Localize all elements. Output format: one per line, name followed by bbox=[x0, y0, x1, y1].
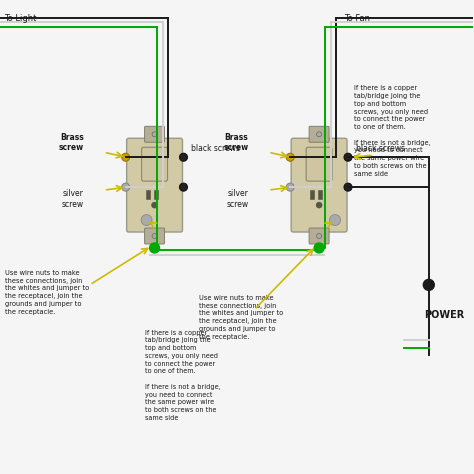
Text: Brass
screw: Brass screw bbox=[223, 133, 248, 152]
Circle shape bbox=[344, 183, 352, 191]
Circle shape bbox=[122, 153, 129, 161]
Text: To Fan: To Fan bbox=[344, 14, 370, 23]
Text: black screws: black screws bbox=[191, 144, 240, 153]
FancyBboxPatch shape bbox=[127, 138, 182, 232]
Bar bbox=[154, 190, 157, 199]
FancyBboxPatch shape bbox=[142, 147, 167, 181]
Text: If there is a copper
tab/bridge joing the
top and bottom
screws, you only need
t: If there is a copper tab/bridge joing th… bbox=[145, 330, 220, 421]
Text: silver
screw: silver screw bbox=[226, 189, 248, 209]
Circle shape bbox=[344, 153, 352, 161]
Circle shape bbox=[152, 234, 157, 238]
Text: silver
screw: silver screw bbox=[62, 189, 84, 209]
Bar bbox=[318, 190, 322, 199]
Text: POWER: POWER bbox=[424, 310, 464, 320]
Circle shape bbox=[314, 243, 324, 253]
Circle shape bbox=[329, 215, 340, 226]
Bar bbox=[310, 190, 314, 199]
Circle shape bbox=[316, 202, 322, 208]
Circle shape bbox=[122, 183, 129, 191]
FancyBboxPatch shape bbox=[309, 126, 329, 142]
FancyBboxPatch shape bbox=[145, 126, 164, 142]
FancyBboxPatch shape bbox=[291, 138, 347, 232]
Text: black screws: black screws bbox=[356, 144, 405, 153]
Circle shape bbox=[141, 215, 152, 226]
Circle shape bbox=[152, 132, 157, 137]
Text: Use wire nuts to make
these connections, join
the whites and jumper to
the recep: Use wire nuts to make these connections,… bbox=[5, 270, 89, 315]
Circle shape bbox=[317, 132, 321, 137]
Circle shape bbox=[150, 243, 160, 253]
Circle shape bbox=[286, 183, 294, 191]
Circle shape bbox=[317, 234, 321, 238]
Circle shape bbox=[152, 202, 157, 208]
FancyBboxPatch shape bbox=[145, 228, 164, 244]
Circle shape bbox=[423, 279, 434, 291]
Bar bbox=[146, 190, 150, 199]
Circle shape bbox=[286, 153, 294, 161]
Text: Use wire nuts to make
these connections, join
the whites and jumper to
the recep: Use wire nuts to make these connections,… bbox=[200, 295, 283, 339]
FancyBboxPatch shape bbox=[306, 147, 332, 181]
Text: To Light: To Light bbox=[4, 14, 36, 23]
Text: Brass
screw: Brass screw bbox=[59, 133, 84, 152]
Circle shape bbox=[180, 183, 188, 191]
FancyBboxPatch shape bbox=[309, 228, 329, 244]
Circle shape bbox=[180, 153, 188, 161]
Text: If there is a copper
tab/bridge joing the
top and bottom
screws, you only need
t: If there is a copper tab/bridge joing th… bbox=[354, 85, 430, 177]
